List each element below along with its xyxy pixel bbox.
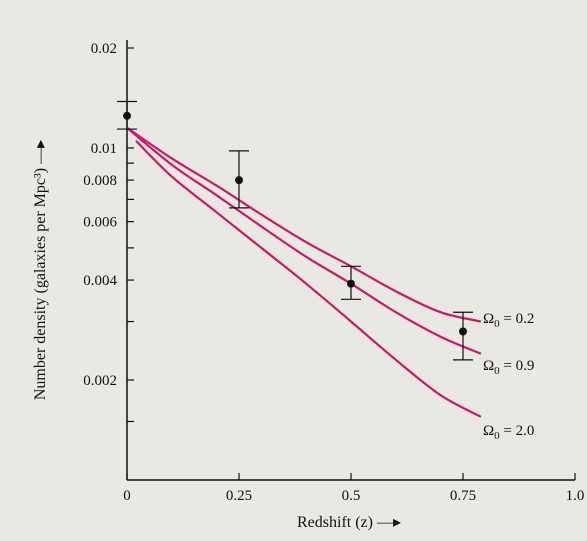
model-curves <box>126 126 482 418</box>
data-marker <box>459 327 467 336</box>
data-marker <box>235 176 243 185</box>
x-tick-label: 0.5 <box>342 488 361 504</box>
model-curve <box>126 126 482 355</box>
y-tick-label: 0.004 <box>83 273 117 289</box>
data-point <box>117 100 137 130</box>
data-marker <box>123 111 131 120</box>
series-label: Ω0 = 0.9 <box>483 358 534 377</box>
x-tick-label: 0.75 <box>450 488 476 504</box>
series-label: Ω0 = 0.2 <box>483 311 534 330</box>
y-axis-title: Number density (galaxies per Mpc³) —▸ <box>32 140 49 400</box>
y-tick-label: 0.008 <box>83 173 117 189</box>
y-tick-label: 0.01 <box>91 141 117 157</box>
series-labels: Ω0 = 0.2 Ω0 = 0.9 Ω0 = 2.0 <box>483 311 534 442</box>
model-curve <box>126 126 482 323</box>
x-ticks: 0 0.25 0.5 0.75 1.0 <box>123 473 584 504</box>
data-marker <box>347 279 355 288</box>
series-label: Ω0 = 2.0 <box>483 423 534 442</box>
model-curve <box>135 140 482 418</box>
data-point <box>453 311 473 361</box>
x-tick-label: 0 <box>123 488 131 504</box>
x-tick-label: 0.25 <box>226 488 252 504</box>
x-axis-title: Redshift (z) —▸ <box>297 514 401 531</box>
y-ticks: 0.02 0.01 0.008 0.006 0.004 0.002 <box>83 41 134 423</box>
x-tick-label: 1.0 <box>566 488 585 504</box>
y-tick-label: 0.02 <box>91 41 117 57</box>
y-tick-label: 0.002 <box>83 373 117 389</box>
axes <box>126 40 575 481</box>
data-point <box>229 150 249 209</box>
data-point <box>341 265 361 300</box>
data-points <box>117 100 473 361</box>
y-tick-label: 0.006 <box>83 215 117 231</box>
